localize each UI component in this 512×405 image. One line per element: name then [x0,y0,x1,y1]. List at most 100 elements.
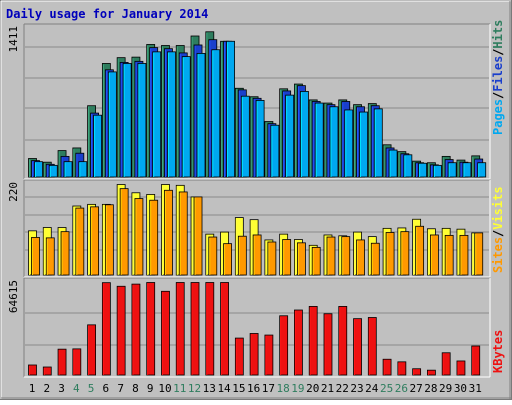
bar-sites-sites-day-3 [60,231,70,276]
bar-kbytes-kbytes-day-20 [308,306,318,376]
bar-sites-sites-day-23 [356,239,365,276]
bar-pages-pages-day-9 [152,51,162,178]
bar-sites-sites-day-20 [311,246,321,276]
bar-sites-sites-day-1 [31,237,40,276]
legend-text-kbytes-0: KBytes [491,330,505,373]
x-tick-day-3: 3 [58,382,65,395]
bar-pages-pages-day-30 [462,162,472,178]
bar-sites-sites-day-14 [223,243,232,276]
bar-sites-sites-day-2 [45,237,55,276]
legend-text-pages-4: Hits [491,20,505,49]
bar-sites-sites-day-16 [252,234,262,276]
bar-kbytes-kbytes-day-6 [101,282,111,376]
bar-kbytes-kbytes-day-7 [116,285,126,376]
panel-kbytes: 64615 KBytes [7,277,505,378]
bar-sites-sites-day-28 [430,234,439,276]
bar-pages-pages-day-31 [477,162,487,178]
bar-pages-pages-day-20 [314,102,324,178]
bar-sites-sites-day-21 [326,236,336,276]
bar-kbytes-kbytes-day-28 [427,369,436,376]
bar-kbytes-kbytes-day-8 [131,283,141,376]
legend-text-sites-2: Visits [491,186,505,229]
x-tick-day-29: 29 [439,382,452,395]
bar-sites-sites-day-6 [104,204,114,276]
bar-pages-pages-day-11 [181,56,191,178]
bar-sites-sites-day-31 [474,232,484,276]
bar-sites-sites-day-11 [178,191,188,276]
bar-kbytes-kbytes-day-16 [249,333,259,376]
bar-kbytes-kbytes-day-2 [42,366,52,376]
bar-pages-pages-day-7 [122,63,132,178]
bar-pages-pages-day-1 [34,161,43,178]
x-tick-day-15: 15 [232,382,245,395]
bar-kbytes-kbytes-day-4 [72,348,82,376]
legend-text-pages-0: Pages [491,99,505,135]
bar-sites-sites-day-13 [208,236,218,276]
bar-kbytes-kbytes-day-13 [205,282,215,376]
bar-pages-pages-day-13 [211,49,221,178]
bar-kbytes-kbytes-day-9 [146,282,156,376]
x-tick-day-31: 31 [469,382,482,395]
x-tick-day-7: 7 [117,382,124,395]
bar-kbytes-kbytes-day-14 [220,282,229,376]
x-tick-day-25: 25 [380,382,393,395]
x-tick-day-26: 26 [395,382,408,395]
bar-sites-sites-day-5 [90,206,99,276]
x-tick-day-18: 18 [277,382,290,395]
bar-kbytes-kbytes-day-19 [294,309,303,376]
bar-pages-pages-day-25 [388,149,398,178]
panel-pages: 1411 Pages/Files/Hits [7,20,505,180]
bar-pages-pages-day-27 [418,162,428,178]
bar-pages-pages-day-5 [93,114,102,178]
bar-sites-sites-day-18 [282,239,292,276]
bar-sites-sites-day-24 [370,242,380,276]
bar-pages-pages-day-21 [329,106,339,178]
x-axis-day-labels: 1 2 3 4 5 6 7 8 9 10 11 12 13 14 15 16 17 18 19 20 21 22 23 24 2… [29,382,482,395]
bar-sites-sites-day-19 [297,242,306,276]
bar-kbytes-kbytes-day-3 [57,348,67,376]
bar-kbytes-kbytes-day-31 [471,345,481,376]
legend-text-sites-0: Sites [491,237,505,273]
bar-sites-sites-day-15 [237,235,247,276]
x-tick-day-30: 30 [454,382,467,395]
x-tick-day-16: 16 [247,382,260,395]
x-tick-day-17: 17 [262,382,275,395]
panel-kbytes-legend: KBytes [491,330,505,373]
bar-kbytes-kbytes-day-30 [456,360,466,376]
bar-kbytes-kbytes-day-25 [382,358,392,376]
bar-kbytes-kbytes-day-29 [441,352,451,376]
bar-pages-pages-day-17 [270,124,280,178]
x-tick-day-13: 13 [203,382,216,395]
bar-kbytes-kbytes-day-24 [367,317,377,376]
bar-sites-sites-day-30 [459,234,469,276]
legend-text-pages-1: / [491,92,505,99]
panel-pages-legend: Pages/Files/Hits [491,20,505,135]
x-tick-day-22: 22 [336,382,349,395]
bar-sites-sites-day-27 [415,225,425,276]
bar-kbytes-kbytes-day-27 [412,368,422,376]
x-tick-day-5: 5 [88,382,95,395]
bar-pages-pages-day-22 [344,109,354,178]
bar-kbytes-kbytes-day-1 [28,364,37,376]
bar-pages-pages-day-12 [196,53,206,178]
bar-kbytes-kbytes-day-26 [397,361,407,376]
chart-title: Daily usage for January 2014 [6,7,208,21]
bar-pages-pages-day-10 [167,51,176,178]
x-tick-day-20: 20 [306,382,319,395]
bar-pages-pages-day-28 [433,164,442,178]
panel-pages-max-label: 1411 [7,26,20,53]
bar-pages-pages-day-15 [240,95,250,178]
x-tick-day-27: 27 [410,382,423,395]
bar-sites-sites-day-29 [444,234,454,276]
bar-pages-pages-day-2 [48,164,58,178]
bar-pages-pages-day-6 [107,71,117,178]
x-tick-day-14: 14 [217,382,231,395]
x-tick-day-1: 1 [29,382,36,395]
legend-text-pages-3: / [491,49,505,56]
bar-pages-pages-day-23 [359,111,368,178]
bar-pages-pages-day-16 [255,100,265,178]
x-tick-day-4: 4 [73,382,80,395]
bar-pages-pages-day-29 [447,162,457,178]
bar-kbytes-kbytes-day-18 [279,315,289,376]
x-tick-day-8: 8 [132,382,139,395]
